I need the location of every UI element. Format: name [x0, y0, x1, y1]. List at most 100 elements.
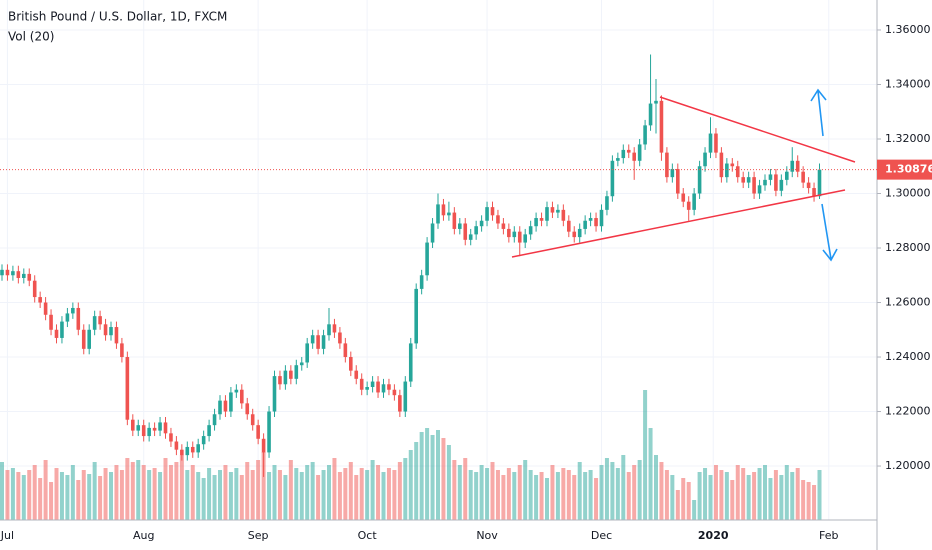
candle-body — [768, 174, 773, 180]
volume-bar — [261, 452, 266, 520]
candle-body — [174, 441, 179, 450]
candle-body — [370, 381, 375, 388]
candle-body — [332, 324, 337, 333]
volume-bar — [479, 465, 484, 520]
volume-bar — [277, 470, 282, 520]
candle-body — [212, 414, 217, 426]
volume-bar — [337, 472, 342, 520]
candle-body — [605, 196, 609, 210]
volume-bar — [196, 472, 201, 520]
candle-body — [272, 376, 277, 412]
volume-bar — [621, 455, 626, 520]
volume-bar — [670, 475, 675, 520]
volume-bar — [32, 465, 37, 520]
volume-bar — [76, 480, 81, 520]
volume-bar — [452, 460, 457, 520]
volume-bar — [534, 475, 539, 520]
volume-bar — [130, 462, 135, 520]
volume-bar — [795, 468, 800, 520]
axes: 1.36000 1.34000 1.32000 1.30000 1.28000 1.260… — [0, 23, 931, 542]
candle-body — [289, 370, 293, 379]
volume-bar — [201, 478, 206, 520]
candle-body — [49, 314, 53, 330]
candle-body — [512, 231, 517, 238]
candle-body — [485, 207, 489, 221]
candle-body — [60, 321, 64, 338]
candle-body — [163, 422, 168, 434]
volume-bar — [648, 428, 653, 520]
volume-bar — [566, 470, 571, 520]
volume-bar — [218, 470, 222, 520]
candle-body — [218, 400, 222, 415]
candle-body — [359, 378, 364, 390]
candle-body — [779, 179, 784, 191]
candle-body — [38, 297, 42, 303]
volume-label: Vol (20) — [8, 30, 54, 44]
candle-body — [507, 228, 511, 238]
volume-bar — [147, 470, 152, 520]
candle-body — [316, 335, 320, 349]
y-tick-label: 1.20000 — [885, 459, 931, 472]
candle-body — [725, 163, 729, 178]
volume-bar — [288, 460, 293, 520]
volume-bar — [430, 435, 435, 520]
volume-bar — [719, 470, 724, 520]
volume-bar — [125, 458, 130, 520]
candle-body — [278, 376, 282, 385]
volume-bar — [812, 485, 817, 520]
volume-bar — [54, 468, 59, 520]
candle-body — [365, 387, 369, 390]
candle-body — [65, 313, 70, 322]
arrow-up — [810, 88, 827, 137]
candle-body — [299, 362, 304, 366]
candle-body — [714, 133, 718, 153]
candle-body — [790, 160, 795, 172]
volume-bar — [321, 470, 326, 520]
candle-body — [223, 400, 228, 412]
volume-bar — [501, 475, 506, 520]
candle-body — [670, 168, 675, 178]
y-tick-label: 1.28000 — [885, 241, 931, 254]
volume-bar — [103, 468, 108, 520]
candle-body — [419, 275, 424, 289]
volume-bar — [223, 465, 228, 520]
candle-body — [463, 223, 468, 240]
candle-body — [561, 209, 566, 221]
candle-body — [141, 425, 146, 437]
volume-bar — [692, 500, 697, 520]
candle-body — [610, 160, 615, 197]
candle-body — [256, 425, 260, 439]
candle-body — [703, 152, 707, 167]
volume-bar — [43, 460, 48, 520]
volume-bar — [446, 445, 451, 520]
candle-body — [648, 103, 653, 126]
candle-body — [501, 223, 506, 229]
candle-body — [32, 280, 37, 298]
volume-bar — [713, 465, 718, 520]
volume-bar — [528, 470, 533, 520]
last-price-tag — [877, 159, 932, 180]
candle-body — [349, 357, 353, 371]
volume-bar — [168, 465, 173, 520]
candle-body — [632, 152, 636, 161]
volume-bar — [408, 450, 413, 520]
candle-body — [692, 193, 696, 210]
volume-bar — [637, 460, 642, 520]
candle-body — [752, 177, 756, 194]
volume-bar — [114, 465, 119, 520]
volume-bar — [109, 472, 113, 520]
volume-bar — [305, 465, 310, 520]
volume-bar — [708, 475, 713, 520]
x-tick-label: Aug — [133, 529, 154, 542]
candle-body — [305, 343, 309, 363]
candle-body — [801, 171, 805, 183]
candle-body — [180, 449, 184, 456]
volume-bar — [38, 478, 43, 520]
candle-body — [539, 218, 544, 221]
volume-bar — [392, 470, 397, 520]
candle-body — [468, 234, 473, 240]
volume-bar — [523, 460, 528, 520]
volume-bar — [228, 472, 233, 520]
volume-bar — [332, 458, 337, 520]
volume-bar — [370, 460, 375, 520]
